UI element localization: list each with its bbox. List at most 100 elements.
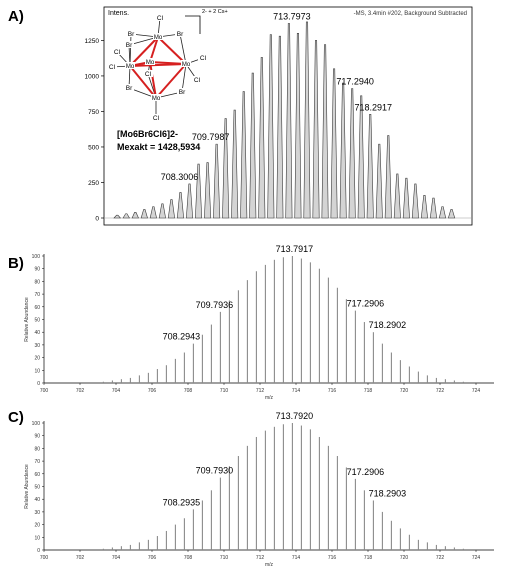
chart-a-peak [113, 214, 122, 219]
chart-a-peak-label: 713.7973 [273, 11, 311, 21]
chart-c-xtick-label: 700 [40, 555, 49, 561]
chart-b-xtick-label: 724 [472, 388, 481, 394]
atom-backdrop [198, 54, 208, 61]
chart-c: 0 10 20 30 40 50 60 70 80 90 100 700 702 704 706 708 710… [24, 411, 494, 568]
atom-backdrop [153, 33, 163, 40]
atom-backdrop [192, 76, 202, 83]
atom-cl: Cl [109, 64, 116, 71]
mo-mo-bond [155, 63, 187, 99]
chart-c-xtick-label: 702 [76, 555, 85, 561]
chart-c-ytick-label: 40 [34, 497, 40, 503]
atom-backdrop [145, 58, 155, 65]
atom-br: Br [128, 31, 135, 38]
chart-c-xtick-label: 716 [328, 555, 337, 561]
chart-c-xtick-label: 704 [112, 555, 121, 561]
chart-b-peak-label: 717.2906 [347, 299, 385, 309]
atom-mo: Mo [126, 64, 135, 70]
chart-a-peak [167, 199, 175, 219]
chart-a-peak [204, 162, 212, 219]
chart-c-ytick-label: 80 [34, 446, 40, 452]
chart-a-ytick-label: 1250 [85, 38, 100, 45]
chart-a-ylabel: Intens. [108, 10, 129, 17]
chart-a-ytick-label: 500 [88, 144, 99, 151]
chart-a-peak [140, 209, 148, 219]
atom-cl: Cl [200, 55, 207, 62]
chart-a-peak [438, 206, 447, 219]
bond-line [181, 63, 187, 93]
chart-b-ytick-label: 90 [34, 267, 40, 273]
chart-b-ytick-label: 20 [34, 356, 40, 362]
chart-b-ytick-label: 50 [34, 318, 40, 324]
chart-a-peak-label: 708.3006 [161, 172, 199, 182]
chart-c-xtick-label: 718 [364, 555, 373, 561]
atom-backdrop [155, 14, 165, 21]
chart-b-xtick-label: 702 [76, 388, 85, 394]
chart-c-peak-label: 709.7930 [196, 466, 234, 476]
chart-a-ytick-label: 250 [88, 180, 99, 187]
chart-a-peak [330, 68, 338, 219]
chart-b-ytick-label: 40 [34, 330, 40, 336]
chart-a-peak [339, 82, 347, 219]
atom-mo: Mo [152, 96, 161, 102]
mo-mo-bond [129, 36, 159, 67]
bond-line [179, 33, 187, 65]
chart-a-peak-label: 718.2917 [354, 102, 392, 112]
chart-c-ytick-label: 70 [34, 459, 40, 465]
atom-backdrop [151, 94, 161, 101]
chart-c-xtick-label: 724 [472, 555, 481, 561]
panel-label-b: B) [8, 255, 24, 272]
chart-a-peak-label: 717.2940 [336, 77, 374, 87]
chart-b-xtick-label: 710 [220, 388, 229, 394]
chart-a-peak [176, 192, 185, 219]
chart-c-ytick-label: 60 [34, 472, 40, 478]
atom-backdrop [175, 30, 185, 37]
chart-a-peak [249, 72, 257, 219]
chart-a-peak [131, 212, 139, 219]
mo-mo-bond [149, 36, 159, 63]
chart-c-xlabel: m/z [265, 562, 274, 568]
chart-c-ytick-label: 10 [34, 535, 40, 541]
chart-b-xtick-label: 700 [40, 388, 49, 394]
atom-mo: Mo [146, 60, 155, 66]
chart-b: 0 10 20 30 40 50 60 70 80 90 100 700 702 704 706 708 710… [24, 244, 494, 401]
chart-a-ytick-label: 750 [88, 109, 99, 116]
chart-b-xlabel: m/z [265, 395, 274, 401]
chart-a-peak [158, 203, 166, 219]
chart-b-xtick-label: 706 [148, 388, 157, 394]
chart-a-peak [303, 21, 311, 219]
chart-c-xtick-label: 712 [256, 555, 265, 561]
atom-cl: Cl [145, 71, 152, 78]
atom-backdrop [107, 63, 117, 70]
chart-a-peak [393, 173, 401, 219]
chart-a-peak [294, 33, 302, 219]
chart-b-ytick-label: 100 [32, 254, 41, 260]
chart-b-ytick-label: 80 [34, 279, 40, 285]
chart-a-peak [240, 91, 248, 219]
panel-label-c: C) [8, 409, 24, 426]
atom-mo: Mo [154, 35, 163, 41]
chart-a-peak [267, 34, 275, 219]
mo-mo-bond [129, 63, 187, 67]
atom-backdrop [177, 88, 187, 95]
atom-backdrop [143, 70, 153, 77]
atom-br: Br [126, 42, 133, 49]
atom-cl: Cl [114, 49, 121, 56]
chart-a-peak [122, 213, 130, 219]
chart-a-peak [185, 183, 194, 219]
chart-c-xtick-label: 722 [436, 555, 445, 561]
chart-b-ytick-label: 70 [34, 292, 40, 298]
chart-b-xtick-label: 712 [256, 388, 265, 394]
chart-a-peak [366, 113, 374, 219]
chart-a-ytick-label: 0 [95, 216, 99, 223]
charge-annotation: 2- + 2 Cs+ [202, 9, 228, 15]
chart-c-xtick-label: 710 [220, 555, 229, 561]
panel-label-a: A) [8, 8, 24, 25]
chart-a-peak [276, 35, 284, 219]
chart-a-peak [402, 177, 410, 219]
chart-c-ylabel: Relative Abundance [24, 464, 30, 509]
atom-br: Br [126, 85, 133, 92]
atom-br: Br [179, 89, 186, 96]
chart-c-peak-label: 708.2935 [163, 497, 201, 507]
chart-c-ytick-label: 50 [34, 485, 40, 491]
chart-b-xtick-label: 714 [292, 388, 301, 394]
